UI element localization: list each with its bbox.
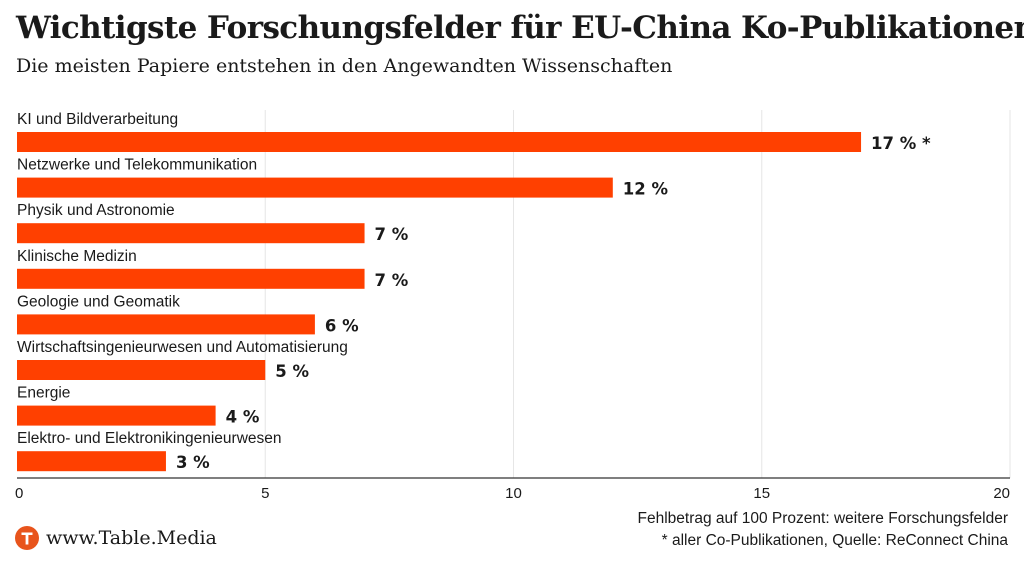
chart-title: Wichtigste Forschungsfelder für EU-China…: [16, 10, 1024, 46]
x-tick-label: 5: [261, 485, 269, 502]
footnote-line-2: * aller Co-Publikationen, Quelle: ReConn…: [661, 532, 1008, 549]
x-tick-label: 15: [753, 485, 770, 502]
bar: [17, 132, 862, 152]
bar: [17, 223, 365, 244]
bar-chart: KI und Bildverarbeitung 17 % * Netzwerke u…: [15, 110, 1011, 502]
value-label: 5 %: [275, 362, 309, 381]
bar: [17, 268, 365, 289]
value-label: 4 %: [226, 408, 260, 427]
bar: [17, 177, 613, 198]
table-media-logo-icon: [15, 526, 39, 550]
value-label: 6 %: [325, 316, 359, 335]
footnote-line-1: Fehlbetrag auf 100 Prozent: weitere Fors…: [637, 510, 1009, 527]
footer-site-name: www.Table.Media: [46, 527, 217, 549]
category-label: Elektro- und Elektronikingenieurwesen: [17, 430, 282, 447]
value-label: 3 %: [176, 453, 210, 472]
bar: [17, 314, 315, 335]
bar: [17, 451, 166, 472]
x-tick-label: 20: [993, 485, 1010, 502]
chart-subtitle: Die meisten Papiere entstehen in den Ang…: [16, 55, 673, 77]
category-label: Geologie und Geomatik: [17, 293, 180, 310]
value-label: 7 %: [375, 225, 409, 244]
category-label: Wirtschaftsingenieurwesen und Automatisi…: [17, 339, 348, 356]
footnote: Fehlbetrag auf 100 Prozent: weitere Fors…: [638, 508, 1009, 552]
bar: [17, 405, 216, 426]
category-label: Klinische Medizin: [17, 248, 137, 265]
x-tick-label: 0: [15, 485, 23, 502]
value-label: 17 % *: [871, 134, 931, 153]
category-label: Physik und Astronomie: [17, 202, 175, 219]
category-label: Energie: [17, 385, 70, 402]
category-label: Netzwerke und Telekommunikation: [17, 157, 257, 174]
bar: [17, 360, 266, 380]
value-label: 7 %: [375, 271, 409, 290]
value-label: 12 %: [623, 180, 669, 199]
x-tick-label: 10: [505, 485, 522, 502]
category-label: KI und Bildverarbeitung: [17, 111, 178, 128]
